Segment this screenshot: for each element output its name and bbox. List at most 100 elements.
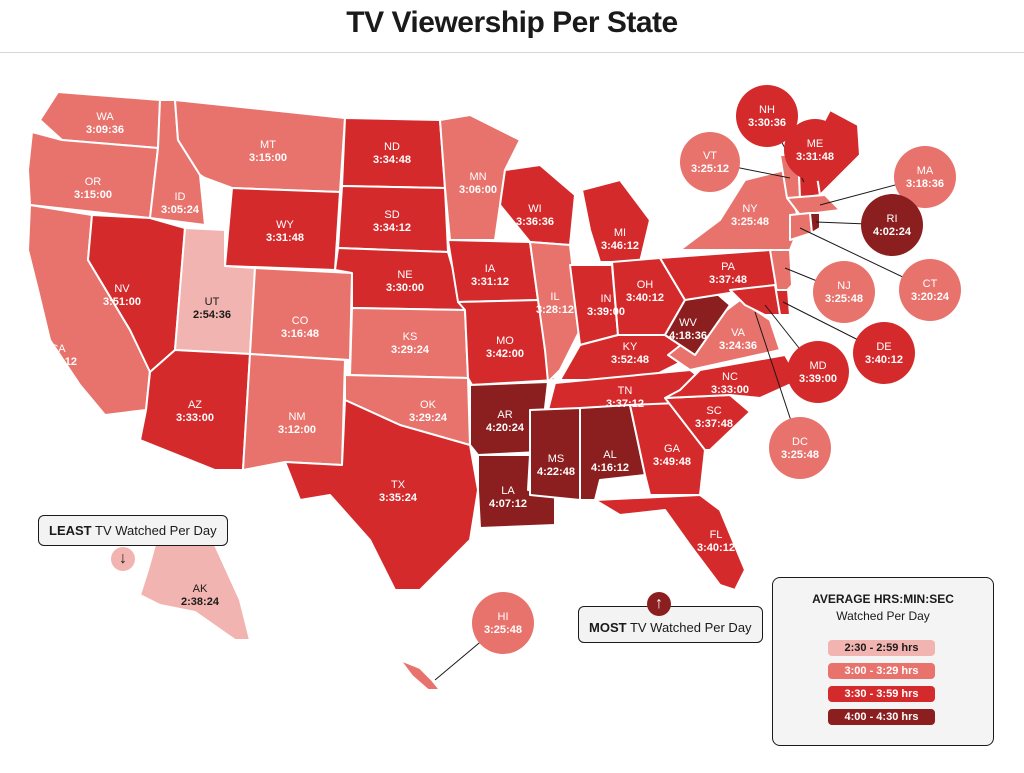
state-abbr-ne: NE [397,269,412,281]
least-note-bold: LEAST [49,523,92,538]
state-abbr-oh: OH [637,279,654,291]
state-value-ct: 3:20:24 [911,291,950,303]
state-label-id: ID 3:05:24 [161,191,200,216]
state-value-ny: 3:25:48 [731,216,769,228]
state-value-nd: 3:34:48 [373,154,411,166]
state-abbr-or: OR [85,176,102,188]
state-abbr-nm: NM [288,411,305,423]
state-value-vt: 3:25:12 [691,163,729,175]
state-abbr-vt: VT [703,150,717,162]
state-label-ms: MS 4:22:48 [537,453,575,478]
state-abbr-nc: NC [722,371,738,383]
state-abbr-dc: DC [792,436,808,448]
state-value-ms: 4:22:48 [537,466,575,478]
state-fl [594,494,746,591]
state-bubble-hi [472,592,534,654]
state-label-mn: MN 3:06:00 [459,171,497,196]
state-ri [809,212,821,234]
state-value-nv: 3:51:00 [103,296,141,308]
state-ct [789,212,813,241]
state-label-wy: WY 3:31:48 [266,219,304,244]
state-abbr-fl: FL [710,529,723,541]
state-abbr-tn: TN [618,385,633,397]
state-label-ny: NY 3:25:48 [731,203,769,228]
state-bubble-ma [894,146,956,208]
state-value-sd: 3:34:12 [373,222,411,234]
most-tv-note: MOST TV Watched Per Day [578,606,763,643]
state-label-nj: NJ 3:25:48 [825,280,863,305]
state-abbr-sd: SD [384,209,399,221]
state-label-pa: PA 3:37:48 [709,261,747,286]
state-bubble-vt [680,132,740,192]
state-label-vt: VT 3:25:12 [691,150,729,175]
most-note-bold: MOST [589,620,627,635]
state-label-de: DE 3:40:12 [865,341,903,366]
state-bubble-dc [769,417,831,479]
state-value-ca: 3:13:12 [39,356,77,368]
state-abbr-co: CO [292,315,309,327]
state-label-or: OR 3:15:00 [74,176,112,201]
legend-subtitle: Watched Per Day [836,609,930,623]
state-abbr-md: MD [809,360,826,372]
state-abbr-az: AZ [188,399,202,411]
state-value-nc: 3:33:00 [711,384,749,396]
state-abbr-in: IN [601,293,612,305]
state-bubble-md [787,341,849,403]
state-label-ut: UT 2:54:36 [193,296,231,321]
state-abbr-ms: MS [548,453,565,465]
state-abbr-ca: CA [50,343,66,355]
state-abbr-wy: WY [276,219,294,231]
state-tx [284,399,479,591]
state-value-wi: 3:36:36 [516,216,554,228]
arrow-down-icon: ↓ [111,547,135,571]
state-abbr-mt: MT [260,139,276,151]
state-ar [469,381,549,456]
state-label-mo: MO 3:42:00 [486,335,524,360]
state-value-dc: 3:25:48 [781,449,819,461]
state-label-nd: ND 3:34:48 [373,141,411,166]
state-value-de: 3:40:12 [865,354,903,366]
state-label-ar: AR 4:20:24 [486,409,525,434]
state-bubble-nj [813,261,875,323]
state-label-tn: TN 3:37:12 [606,385,644,410]
state-label-ga: GA 3:49:48 [653,443,691,468]
state-label-ks: KS 3:29:24 [391,331,430,356]
state-abbr-ok: OK [420,399,437,411]
state-value-va: 3:24:36 [719,340,757,352]
state-abbr-id: ID [175,191,186,203]
state-abbr-ct: CT [923,278,938,290]
state-label-fl: FL 3:40:12 [697,529,735,554]
legend-item-tier2: 3:00 - 3:29 hrs [828,663,935,679]
state-label-wv: WV 4:18:36 [669,317,707,342]
state-value-il: 3:28:12 [536,304,574,316]
state-label-sc: SC 3:37:48 [695,405,733,430]
state-value-ar: 4:20:24 [486,422,525,434]
state-wv [664,291,731,356]
state-value-ak: 2:38:24 [181,596,220,608]
legend-item-tier1: 2:30 - 2:59 hrs [828,640,935,656]
page-title: TV Viewership Per State [346,6,678,39]
state-value-me: 3:31:48 [796,151,834,163]
state-value-sc: 3:37:48 [695,418,733,430]
state-label-co: CO 3:16:48 [281,315,319,340]
state-value-al: 4:16:12 [591,462,629,474]
state-label-mt: MT 3:15:00 [249,139,287,164]
state-abbr-wa: WA [96,111,114,123]
state-value-az: 3:33:00 [176,412,214,424]
state-label-nc: NC 3:33:00 [711,371,749,396]
state-label-ri: RI 4:02:24 [873,213,912,238]
state-bubble-ri [861,194,923,256]
state-bubble-de [853,322,915,384]
state-abbr-ri: RI [887,213,898,225]
state-label-md: MD 3:39:00 [799,360,837,385]
state-label-ca: CA 3:13:12 [39,343,77,368]
state-ks [349,307,469,379]
state-value-ga: 3:49:48 [653,456,691,468]
least-tv-note: LEAST TV Watched Per Day [38,515,228,546]
state-value-ne: 3:30:00 [386,282,424,294]
state-label-il: IL 3:28:12 [536,291,574,316]
state-label-az: AZ 3:33:00 [176,399,214,424]
state-label-ky: KY 3:52:48 [611,341,649,366]
state-value-nj: 3:25:48 [825,293,863,305]
